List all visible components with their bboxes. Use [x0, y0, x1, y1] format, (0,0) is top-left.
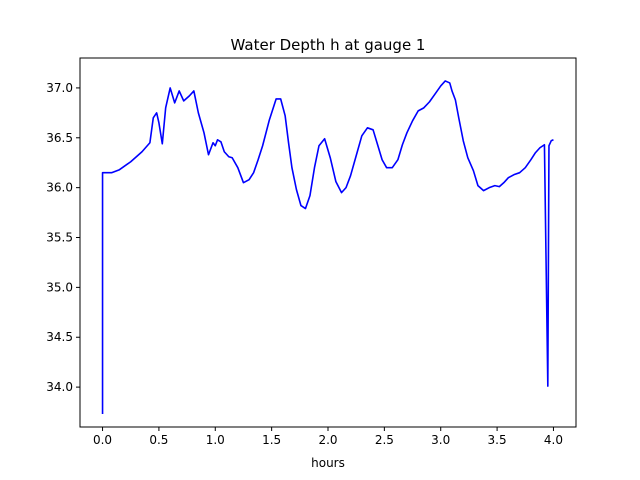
x-tick-label: 1.0 [206, 433, 225, 447]
y-tick-label: 37.0 [46, 81, 73, 95]
axis-ticks: 0.0 0.5 1.0 1.5 2.0 2.5 3.0 3.5 4.0 34.0 34.5 35.0 3… [46, 81, 563, 447]
series-line-0 [101, 80, 554, 415]
plot-area [101, 80, 554, 415]
x-tick-label: 0.0 [93, 433, 112, 447]
chart-title: Water Depth h at gauge 1 [231, 36, 426, 54]
y-tick-label: 35.5 [46, 231, 73, 245]
y-tick-label: 36.0 [46, 181, 73, 195]
plot-frame [79, 57, 577, 428]
x-tick-label: 2.5 [375, 433, 394, 447]
y-tick-label: 35.0 [46, 280, 73, 294]
y-tick-label: 34.0 [46, 380, 73, 394]
x-tick-label: 2.0 [318, 433, 337, 447]
x-tick-label: 1.5 [262, 433, 281, 447]
x-tick-label: 0.5 [149, 433, 168, 447]
x-axis-label: hours [311, 456, 345, 470]
x-tick-label: 4.0 [544, 433, 563, 447]
y-tick-label: 34.5 [46, 330, 73, 344]
x-tick-label: 3.5 [488, 433, 507, 447]
y-tick-label: 36.5 [46, 131, 73, 145]
x-tick-label: 3.0 [431, 433, 450, 447]
